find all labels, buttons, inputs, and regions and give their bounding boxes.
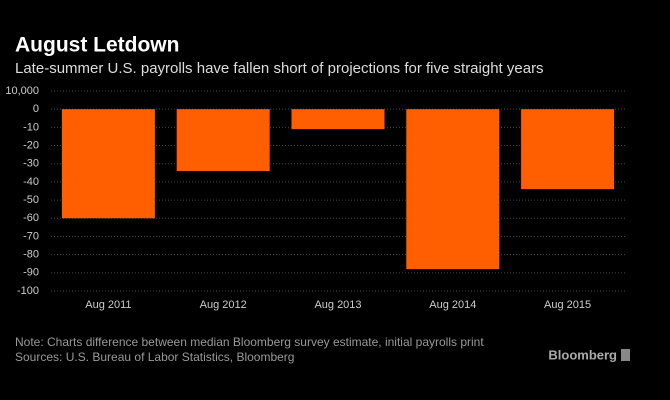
y-tick-label: -80	[23, 249, 39, 261]
y-tick-label: -40	[23, 176, 39, 188]
x-tick-label: Aug 2011	[85, 299, 131, 311]
x-tick-label: Aug 2014	[429, 299, 476, 311]
x-tick-label: Aug 2012	[200, 299, 247, 311]
y-tick-label: -20	[23, 139, 39, 151]
y-tick-label: 0	[33, 103, 39, 115]
chart-subtitle: Late-summer U.S. payrolls have fallen sh…	[15, 60, 544, 77]
bar	[521, 109, 615, 190]
x-tick-label: Aug 2015	[544, 299, 591, 311]
note: Note: Charts difference between median B…	[15, 335, 484, 349]
y-tick-label: -60	[23, 212, 39, 224]
x-tick-label: Aug 2013	[314, 299, 361, 311]
y-tick-label: -90	[23, 267, 39, 279]
brand: Bloomberg	[548, 347, 617, 362]
y-tick-label: -30	[23, 158, 39, 170]
y-tick-label: 10,000	[5, 85, 39, 97]
y-tick-label: -50	[23, 194, 39, 206]
bar	[291, 109, 385, 130]
bar	[406, 109, 500, 270]
sources: Sources: U.S. Bureau of Labor Statistics…	[15, 350, 294, 364]
y-tick-label: -70	[23, 230, 39, 242]
bar	[61, 109, 155, 219]
y-tick-label: -100	[17, 285, 39, 297]
brand-icon	[621, 349, 630, 361]
y-tick-label: -10	[23, 121, 39, 133]
bar	[176, 109, 270, 171]
chart-title: August Letdown	[15, 34, 179, 57]
